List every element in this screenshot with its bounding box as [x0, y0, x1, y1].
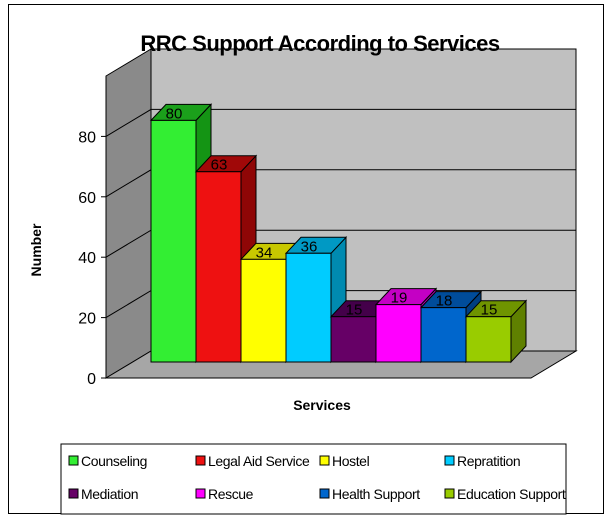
legend-swatch [444, 455, 455, 466]
bars-group [149, 103, 528, 364]
legend-swatch [68, 455, 79, 466]
legend-label: Health Support [332, 486, 420, 502]
legend-label: Repratition [457, 453, 520, 469]
bar-front [240, 258, 287, 363]
chart-title: RRC Support According to Services [140, 31, 499, 56]
legend-item: Mediation [68, 486, 139, 502]
bar-8 [464, 299, 528, 364]
legend: Counseling Legal Aid Service Hostel Reprati… [60, 443, 567, 515]
legend-label: Education Support [457, 486, 566, 502]
y-axis-ticks: 0 20 40 60 80 [78, 76, 531, 388]
legend-swatch [319, 455, 330, 466]
y-axis-title: Number [28, 223, 44, 276]
y-tick-label: 80 [78, 129, 96, 146]
legend-label: Mediation [81, 486, 138, 502]
bar-front [150, 119, 197, 363]
legend-swatch [444, 488, 455, 499]
legend-box [60, 443, 567, 515]
data-label: 19 [391, 290, 408, 307]
y-tick-label: 0 [87, 371, 96, 388]
legend-label: Hostel [332, 453, 370, 469]
legend-item: Rescue [195, 486, 254, 502]
data-label: 63 [211, 157, 228, 174]
legend-item: Education Support [444, 486, 566, 502]
legend-item: Legal Aid Service [195, 453, 310, 469]
data-label: 36 [301, 238, 318, 255]
legend-label: Counseling [81, 453, 147, 469]
data-label: 18 [436, 293, 453, 310]
gridline [105, 108, 576, 137]
y-tick-label: 20 [78, 311, 96, 328]
bar-front [465, 316, 512, 363]
legend-label: Legal Aid Service [208, 453, 310, 469]
legend-swatch [195, 488, 206, 499]
y-tick-label: 40 [78, 250, 96, 267]
legend-swatch [195, 455, 206, 466]
data-label: 15 [346, 302, 363, 319]
legend-item: Health Support [319, 486, 421, 502]
bar-front [195, 171, 242, 363]
legend-swatch [68, 488, 79, 499]
bar-front [285, 252, 332, 363]
legend-item: Repratition [444, 453, 521, 469]
data-label: 15 [481, 302, 498, 319]
x-axis-title: Services [293, 397, 351, 413]
side-wall [105, 48, 152, 379]
data-label: 34 [256, 244, 273, 261]
data-labels: 80 63 34 36 15 19 18 15 [166, 105, 498, 318]
legend-swatch [319, 488, 330, 499]
legend-item: Hostel [319, 453, 370, 469]
legend-item: Counseling [68, 453, 147, 469]
bar-front [330, 316, 377, 363]
y-tick-label: 60 [78, 190, 96, 207]
bar-front [375, 304, 422, 363]
legend-label: Rescue [208, 486, 254, 502]
data-label: 80 [166, 105, 183, 122]
bar-front [420, 307, 467, 363]
